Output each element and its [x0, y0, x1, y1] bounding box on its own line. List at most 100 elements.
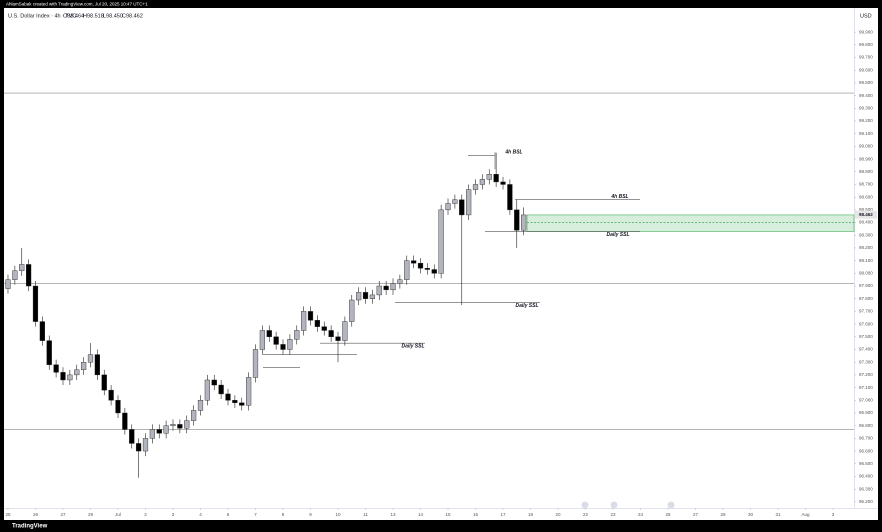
- candle-body: [12, 270, 18, 280]
- y-tick-label: 97.000: [859, 397, 873, 402]
- y-tick-label: 96.500: [859, 461, 873, 466]
- candle-body: [239, 402, 245, 406]
- candle-body: [122, 412, 128, 430]
- candle-body: [521, 214, 527, 231]
- x-tick-label: 3: [832, 512, 835, 517]
- candle-body: [438, 209, 444, 274]
- candle-body: [321, 326, 327, 331]
- y-tick-label: 99.000: [859, 144, 873, 149]
- y-tick-label: 99.300: [859, 105, 873, 110]
- candle-body: [142, 438, 149, 452]
- ohlc-high: H98.518: [83, 13, 104, 19]
- x-tick-label: 26: [33, 512, 39, 517]
- demand-zone: [526, 214, 855, 232]
- candle-body: [376, 285, 382, 296]
- candle-body: [294, 330, 300, 340]
- ohlc-open: O98.464: [63, 13, 84, 19]
- y-tick-label: 97.400: [859, 347, 873, 352]
- candle-body: [273, 336, 279, 345]
- candle-body: [362, 292, 369, 299]
- candle-body: [5, 279, 11, 289]
- candle-body: [149, 429, 155, 439]
- candle-body: [177, 424, 183, 429]
- candle-body: [390, 283, 396, 291]
- x-tick-label: 8: [282, 512, 285, 517]
- candle-body: [280, 344, 286, 350]
- credit: AhlamSabak created with TradingView.com,…: [6, 2, 148, 7]
- candle-body: [486, 174, 492, 180]
- x-tick-label: 6: [227, 512, 230, 517]
- y-tick-label: 96.200: [859, 499, 873, 504]
- candle-body: [81, 361, 87, 371]
- x-tick-label: 25: [5, 512, 11, 517]
- x-tick-label: 14: [418, 512, 424, 517]
- y-tick-label: 97.100: [859, 385, 873, 390]
- candle-body: [246, 377, 252, 406]
- candle-body: [342, 321, 348, 341]
- candle-body: [101, 374, 107, 391]
- candle-body: [500, 181, 506, 185]
- candle-body: [204, 379, 210, 401]
- candle-body: [466, 189, 472, 216]
- y-tick-label: 96.700: [859, 436, 873, 441]
- candle-body: [445, 203, 451, 211]
- y-tick-label: 98.100: [859, 258, 873, 263]
- plot-area: 4h BSL 4h BSL Daily SSL Daily SSL Daily SSL: [4, 92, 855, 478]
- ohlc-close: C98.462: [122, 13, 143, 19]
- y-tick-label: 96.600: [859, 448, 873, 453]
- x-tick-label: 24: [638, 512, 644, 517]
- level-label: Daily SSL: [515, 303, 538, 309]
- candle-body: [156, 429, 162, 434]
- x-tick-label: 3: [172, 512, 175, 517]
- candle-body: [53, 364, 59, 373]
- candle-body: [94, 354, 100, 376]
- candle-body: [314, 320, 320, 327]
- candle-body: [335, 336, 341, 341]
- candle-body: [369, 294, 375, 299]
- flag-icon: [610, 501, 618, 509]
- candle-body: [170, 424, 176, 426]
- candle-body: [328, 330, 334, 338]
- y-tick-label: 98.000: [859, 271, 873, 276]
- y-tick-label: 97.200: [859, 372, 873, 377]
- y-tick-label: 97.500: [859, 334, 873, 339]
- candle-body: [218, 384, 224, 395]
- candle-body: [307, 311, 314, 321]
- x-tick-label: 9: [309, 512, 312, 517]
- candle-body: [397, 279, 403, 284]
- candle-body: [197, 400, 204, 411]
- candle-body: [129, 429, 135, 444]
- x-tick-label: 25: [666, 512, 672, 517]
- candle-body: [211, 379, 217, 386]
- candle-body: [266, 330, 272, 338]
- candle-body: [301, 311, 307, 331]
- candle-body: [136, 443, 142, 452]
- x-tick-label: 22: [583, 512, 589, 517]
- event-flags: [581, 501, 675, 509]
- candle-body: [431, 269, 437, 274]
- x-tick-label: 2: [144, 512, 147, 517]
- x-tick-label: 27: [693, 512, 699, 517]
- candle-body: [163, 425, 169, 434]
- candle-body: [417, 262, 424, 269]
- candle-body: [225, 393, 231, 401]
- x-tick-label: 17: [501, 512, 507, 517]
- candle-body: [46, 340, 52, 365]
- candle-body: [507, 184, 513, 211]
- y-tick-label: 99.900: [859, 29, 873, 34]
- y-tick-label: 98.500: [859, 207, 873, 212]
- candle-body: [39, 321, 45, 341]
- x-tick-label: 29: [88, 512, 94, 517]
- y-tick-label: 97.600: [859, 321, 873, 326]
- candle-body: [19, 264, 25, 271]
- y-tick-label: 97.700: [859, 309, 873, 314]
- candle-body: [349, 299, 355, 322]
- x-tick-label: 30: [748, 512, 754, 517]
- y-tick-label: 99.500: [859, 80, 873, 85]
- y-tick-label: 97.900: [859, 283, 873, 288]
- candle-body: [191, 410, 197, 421]
- ohlc-low: L98.450: [103, 13, 123, 19]
- level-label: Daily SSL: [401, 343, 424, 349]
- flag-icon: [667, 501, 675, 509]
- candle-body: [259, 330, 265, 350]
